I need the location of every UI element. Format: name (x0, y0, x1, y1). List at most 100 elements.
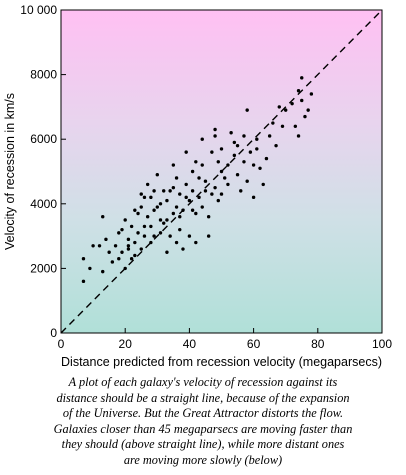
data-point (203, 179, 208, 183)
data-point (245, 108, 249, 112)
data-point (190, 169, 195, 174)
data-point (187, 198, 192, 203)
data-point (174, 205, 179, 209)
data-point (139, 205, 143, 209)
caption-line: of the Universe. But the Great Attractor… (62, 406, 344, 421)
data-point (184, 195, 188, 200)
caption-line: they should (above straight line), while… (61, 437, 345, 452)
data-point (226, 163, 230, 167)
data-point (142, 234, 147, 238)
data-point (104, 237, 108, 242)
data-point (174, 240, 179, 245)
data-point (181, 208, 185, 212)
data-point (152, 208, 156, 212)
data-point (203, 189, 208, 193)
data-point (165, 250, 169, 254)
data-point (129, 224, 134, 229)
x-tick-label: 60 (247, 337, 261, 351)
data-point (178, 227, 182, 232)
data-point (245, 179, 249, 183)
data-point (101, 215, 105, 219)
data-point (223, 176, 227, 180)
data-point (200, 137, 204, 141)
data-point (232, 153, 237, 158)
data-point (184, 182, 188, 187)
data-point (171, 163, 176, 167)
data-point (296, 89, 301, 93)
data-point (158, 218, 163, 222)
data-point (136, 231, 140, 235)
data-point (197, 195, 201, 200)
data-point (133, 208, 137, 212)
data-point (306, 108, 310, 112)
data-point (271, 121, 275, 125)
data-point (110, 260, 115, 264)
data-point (139, 247, 143, 251)
data-point (158, 231, 163, 235)
data-point (142, 195, 147, 200)
data-point (133, 240, 137, 245)
data-point (213, 127, 217, 132)
data-point (162, 189, 166, 193)
data-point (216, 160, 220, 164)
data-point (120, 250, 124, 254)
data-point (117, 231, 121, 235)
data-point (290, 101, 294, 106)
data-point (155, 173, 159, 177)
data-point (149, 240, 153, 245)
figure-caption: A plot of each galaxy's velocity of rece… (4, 375, 402, 469)
data-point (284, 108, 288, 112)
x-tick-label: 20 (119, 337, 133, 351)
data-point (117, 257, 121, 261)
data-point (168, 234, 172, 238)
y-axis-title: Velocity of recession in km/s (3, 93, 17, 250)
data-point (81, 257, 86, 261)
data-point (158, 202, 163, 206)
caption-line: are moving more slowly (below) (123, 452, 283, 467)
data-point (293, 124, 298, 128)
data-point (123, 218, 127, 222)
data-point (219, 147, 224, 151)
data-point (181, 247, 185, 251)
data-point (264, 156, 269, 161)
data-point (178, 192, 182, 196)
data-point (242, 160, 246, 164)
data-point (113, 244, 118, 248)
data-point (194, 160, 198, 164)
data-point (248, 150, 253, 154)
data-point (123, 266, 127, 271)
data-point (200, 205, 204, 209)
data-point (216, 198, 220, 203)
data-point (213, 134, 217, 138)
data-point (309, 92, 314, 96)
data-point (97, 244, 102, 248)
data-point (303, 114, 307, 119)
data-point (145, 182, 150, 187)
data-point (126, 247, 131, 251)
data-point (296, 134, 301, 138)
data-point (255, 137, 259, 141)
x-axis-title: Distance predicted from recession veloci… (61, 355, 382, 369)
data-point (197, 176, 201, 180)
data-point (251, 195, 256, 200)
data-point (107, 250, 111, 254)
x-axis-ticks: 0 20 40 60 80 100 (58, 328, 392, 351)
data-point (210, 150, 214, 154)
data-point (194, 211, 198, 216)
data-point (261, 182, 265, 187)
data-point (242, 134, 246, 138)
data-point (168, 189, 172, 193)
y-tick-label: 0 (50, 326, 57, 340)
data-point (232, 140, 237, 145)
data-point (267, 134, 272, 138)
data-point (155, 205, 159, 209)
y-tick-label: 6000 (30, 132, 57, 146)
data-point (258, 166, 262, 170)
data-point (129, 257, 134, 261)
y-tick-label: 8000 (30, 68, 57, 82)
data-point (126, 244, 131, 248)
y-tick-label: 2000 (30, 261, 57, 275)
data-point (300, 76, 304, 80)
data-point (235, 143, 240, 148)
data-point (142, 224, 147, 229)
